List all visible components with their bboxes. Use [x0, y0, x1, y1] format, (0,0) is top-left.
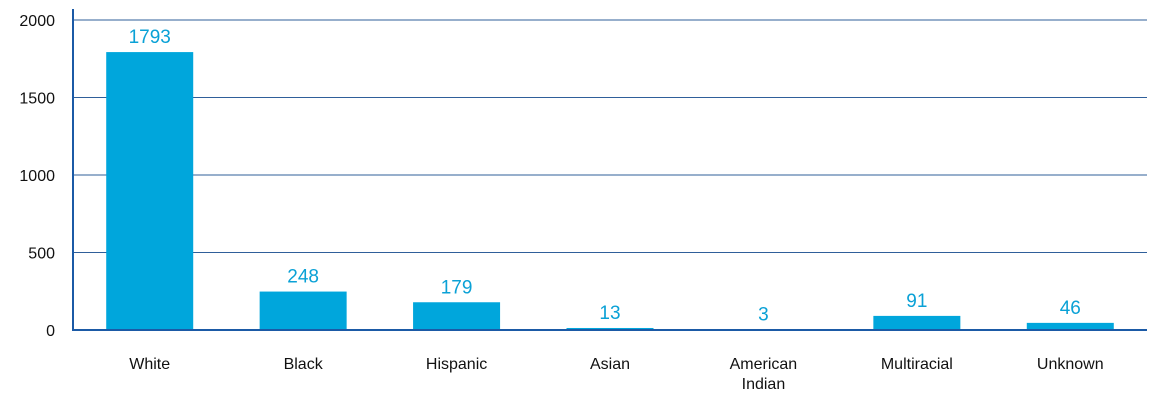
data-label: 3 [758, 305, 769, 326]
bar [259, 291, 347, 330]
bar [873, 315, 961, 330]
axes [72, 9, 1147, 331]
data-label: 1793 [129, 27, 171, 48]
x-category-label: White [129, 356, 170, 373]
y-tick-label: 1000 [19, 168, 55, 185]
x-category-label: Asian [590, 356, 630, 373]
bar [566, 327, 654, 330]
x-category-label: Unknown [1037, 356, 1104, 373]
data-label: 179 [441, 277, 473, 298]
y-tick-label: 1500 [19, 91, 55, 108]
data-label: 13 [599, 303, 620, 324]
y-axis-tick-labels: 0 500 1000 1500 2000 [19, 13, 55, 340]
x-category-label: Multiracial [881, 356, 953, 373]
x-category-label: Hispanic [426, 356, 487, 373]
x-category-label: American Indian [730, 356, 798, 393]
x-category-label: Black [284, 356, 324, 373]
bar [106, 52, 194, 331]
bars [106, 52, 1114, 331]
data-label: 46 [1060, 298, 1081, 319]
y-tick-label: 0 [46, 323, 55, 340]
gridlines [73, 19, 1147, 253]
bar [413, 302, 501, 330]
bar [1026, 322, 1114, 330]
data-label: 248 [287, 267, 319, 288]
x-axis-category-labels: White Black Hispanic Asian American Indian Mul… [129, 356, 1103, 393]
data-label: 91 [906, 291, 927, 312]
y-tick-label: 500 [28, 246, 55, 263]
data-labels: 1793 248 179 13 3 91 46 [129, 27, 1081, 325]
y-tick-label: 2000 [19, 13, 55, 30]
